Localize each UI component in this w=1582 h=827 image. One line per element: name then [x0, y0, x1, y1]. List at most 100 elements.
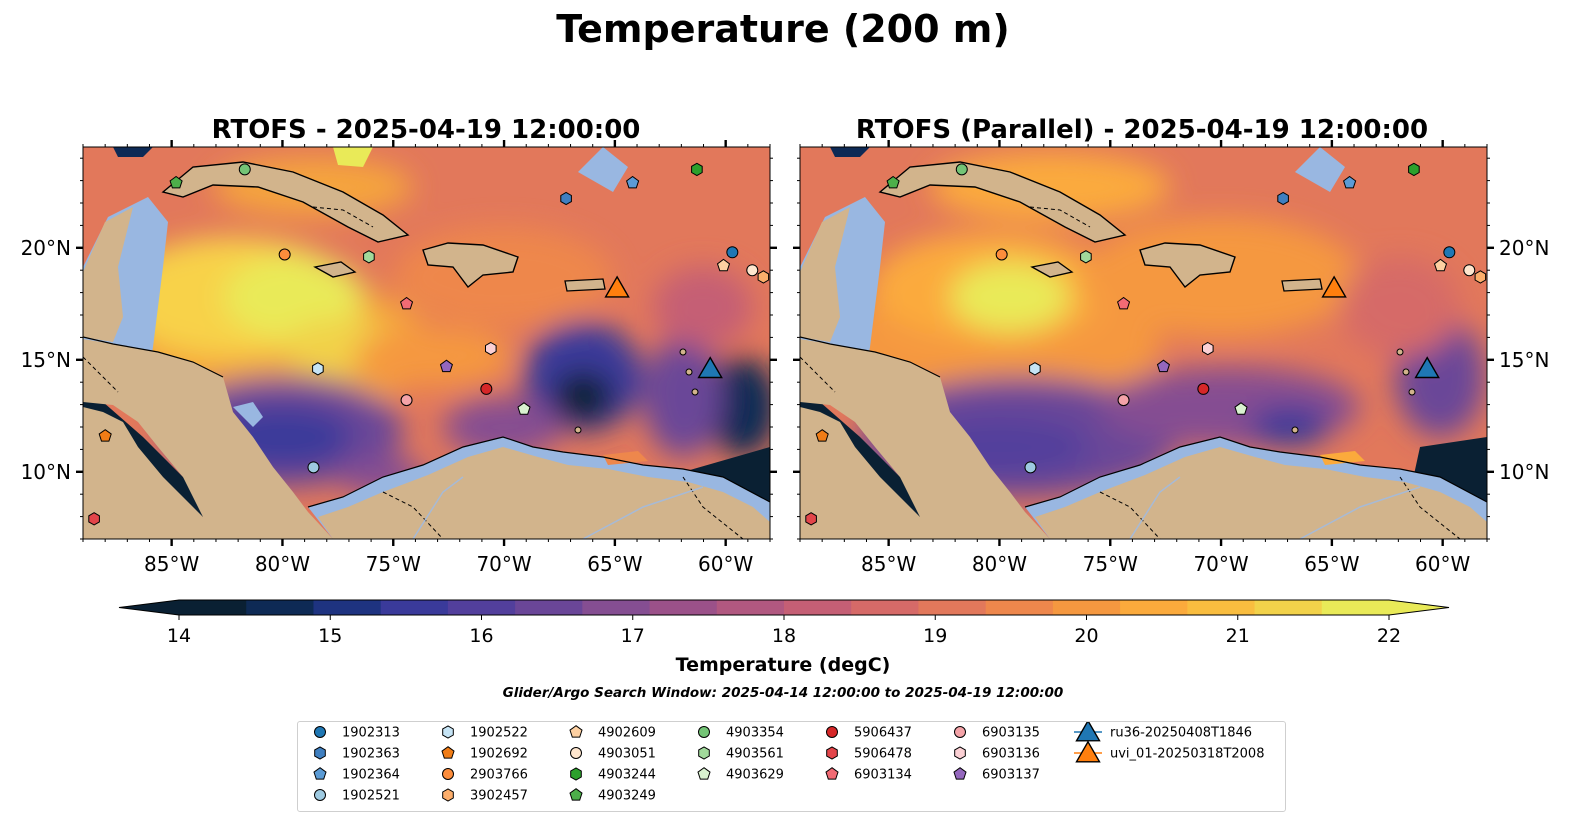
platform-marker-1902692	[815, 429, 829, 442]
legend-label: 4903629	[726, 768, 784, 783]
colorbar-cell	[313, 600, 382, 615]
colorbar-cell	[447, 600, 516, 615]
legend-label: 5906478	[854, 747, 912, 762]
platform-marker-1902521	[307, 461, 320, 474]
lon-tick-label: 85°W	[861, 552, 916, 576]
legend-entry: 1902364	[313, 767, 400, 783]
legend-marker-6903136	[954, 746, 966, 760]
legend-label: uvi_01-20250318T2008	[1110, 747, 1264, 762]
platform-marker-5906478	[805, 512, 817, 526]
platform-marker-uvi_01-20250318T2008	[604, 275, 630, 298]
colorbar-tick-label: 15	[318, 625, 342, 647]
platform-marker-6903137	[1156, 359, 1170, 373]
platform-marker-6903135	[400, 394, 413, 407]
colorbar-cell	[1321, 600, 1390, 615]
colorbar-tick-label: 16	[469, 625, 493, 647]
lon-tick-label: 65°W	[587, 552, 642, 576]
lat-tick-label: 10°N	[1499, 460, 1549, 484]
colorbar-tick-label: 22	[1377, 625, 1401, 647]
lon-tick-label: 65°W	[1304, 552, 1359, 576]
legend-marker-1902313	[314, 726, 326, 738]
legend-label: 4903244	[598, 768, 656, 783]
colorbar-cell	[918, 600, 987, 615]
colorbar-cell	[246, 600, 314, 615]
legend-marker-3902457	[442, 788, 454, 802]
legend-marker-1902522	[442, 725, 454, 739]
legend-marker-5906478	[826, 746, 838, 760]
legend-entry: 1902692	[441, 746, 528, 762]
legend-entry: 4903561	[698, 746, 784, 762]
lon-tick-label: 80°W	[255, 552, 310, 576]
colorbar-label: Temperature (degC)	[676, 654, 891, 676]
colorbar-tick-label: 21	[1226, 625, 1250, 647]
colorbar-cells	[118, 599, 1450, 616]
platform-marker-6903136	[485, 341, 497, 356]
legend-entry: 6903135	[954, 726, 1040, 741]
legend-label: ru36-20250408T1846	[1110, 726, 1252, 741]
platform-marker-4903354	[955, 163, 968, 176]
legend-entry: 4902609	[569, 725, 656, 741]
platform-marker-1902521	[1024, 461, 1037, 474]
legend-marker-4903629	[697, 767, 711, 780]
legend-entry: uvi_01-20250318T2008	[1074, 740, 1264, 763]
platform-marker-1902522	[312, 362, 324, 376]
platform-marker-4903249	[886, 175, 900, 189]
legend-entry: 4903629	[697, 767, 784, 783]
platform-marker-4903629	[517, 402, 531, 415]
lon-tick-label: 75°W	[366, 552, 421, 576]
lon-tick-label: 60°W	[698, 552, 753, 576]
platform-marker-5906437	[1197, 382, 1210, 395]
platform-marker-5906478	[88, 512, 100, 526]
platform-marker-1902692	[98, 429, 112, 442]
legend-entry: 5906437	[826, 726, 912, 741]
lat-tick-label: 20°N	[21, 236, 71, 260]
legend-marker-2903766	[442, 768, 454, 780]
lat-tick-label: 10°N	[21, 460, 71, 484]
platform-marker-1902363	[1277, 191, 1289, 206]
platform-marker-3902457	[757, 270, 770, 284]
colorbar-tick-label: 19	[923, 625, 947, 647]
platform-marker-ru36-20250408T1846	[1414, 356, 1440, 379]
legend-marker-5906437	[826, 726, 838, 738]
panel-title: RTOFS (Parallel) - 2025-04-19 12:00:00	[856, 115, 1428, 145]
legend-entry: 2903766	[442, 768, 528, 783]
platform-marker-1902363	[560, 191, 572, 206]
colorbar-tick-label: 14	[167, 625, 191, 647]
lon-tick-label: 60°W	[1415, 552, 1470, 576]
legend-label: 1902692	[470, 747, 528, 762]
platform-marker-6903134	[400, 296, 414, 310]
colorbar-cell	[1187, 600, 1256, 615]
legend-label: 5906437	[854, 726, 912, 741]
platform-marker-4903561	[1080, 250, 1092, 264]
legend-label: 3902457	[470, 789, 528, 804]
legend-label: 4903249	[598, 789, 656, 804]
lon-tick-label: 70°W	[476, 552, 531, 576]
colorbar: 14 15 16 17 18 19 20 21 22 Temperature (degC)	[118, 599, 1450, 676]
legend-label: 2903766	[470, 768, 528, 783]
platform-marker-ru36-20250408T1846	[697, 356, 723, 379]
platform-marker-3902457	[1474, 270, 1487, 284]
lat-tick-label: 20°N	[1499, 236, 1549, 260]
legend-label: 6903137	[982, 768, 1040, 783]
colorbar-extend-high	[1389, 600, 1449, 615]
colorbar-tick-label: 18	[772, 625, 796, 647]
platform-marker-6903137	[439, 359, 453, 373]
panel-title: RTOFS - 2025-04-19 12:00:00	[212, 115, 641, 145]
platform-marker-6903135	[1117, 394, 1130, 407]
search-window-note: Glider/Argo Search Window: 2025-04-14 12…	[503, 685, 1064, 701]
legend-label: 4903354	[726, 726, 784, 741]
platform-marker-4903051	[746, 264, 759, 277]
platform-markers	[805, 162, 1487, 526]
platform-marker-1902313	[726, 246, 739, 259]
platform-marker-1902364	[1343, 175, 1357, 189]
colorbar-cell	[985, 600, 1054, 615]
lon-axis: 85°W 80°W 75°W 70°W 65°W 60°W	[799, 140, 1488, 576]
platform-marker-5906437	[480, 382, 493, 395]
lat-axis: 10°N 15°N 20°N	[21, 157, 777, 540]
legend-label: 4902609	[598, 726, 656, 741]
legend-label: 6903135	[982, 726, 1040, 741]
ocean-temperature-field	[83, 147, 770, 539]
legend-label: 1902364	[342, 768, 400, 783]
legend-marker-6903135	[954, 726, 966, 738]
legend-entry: 3902457	[442, 788, 528, 804]
